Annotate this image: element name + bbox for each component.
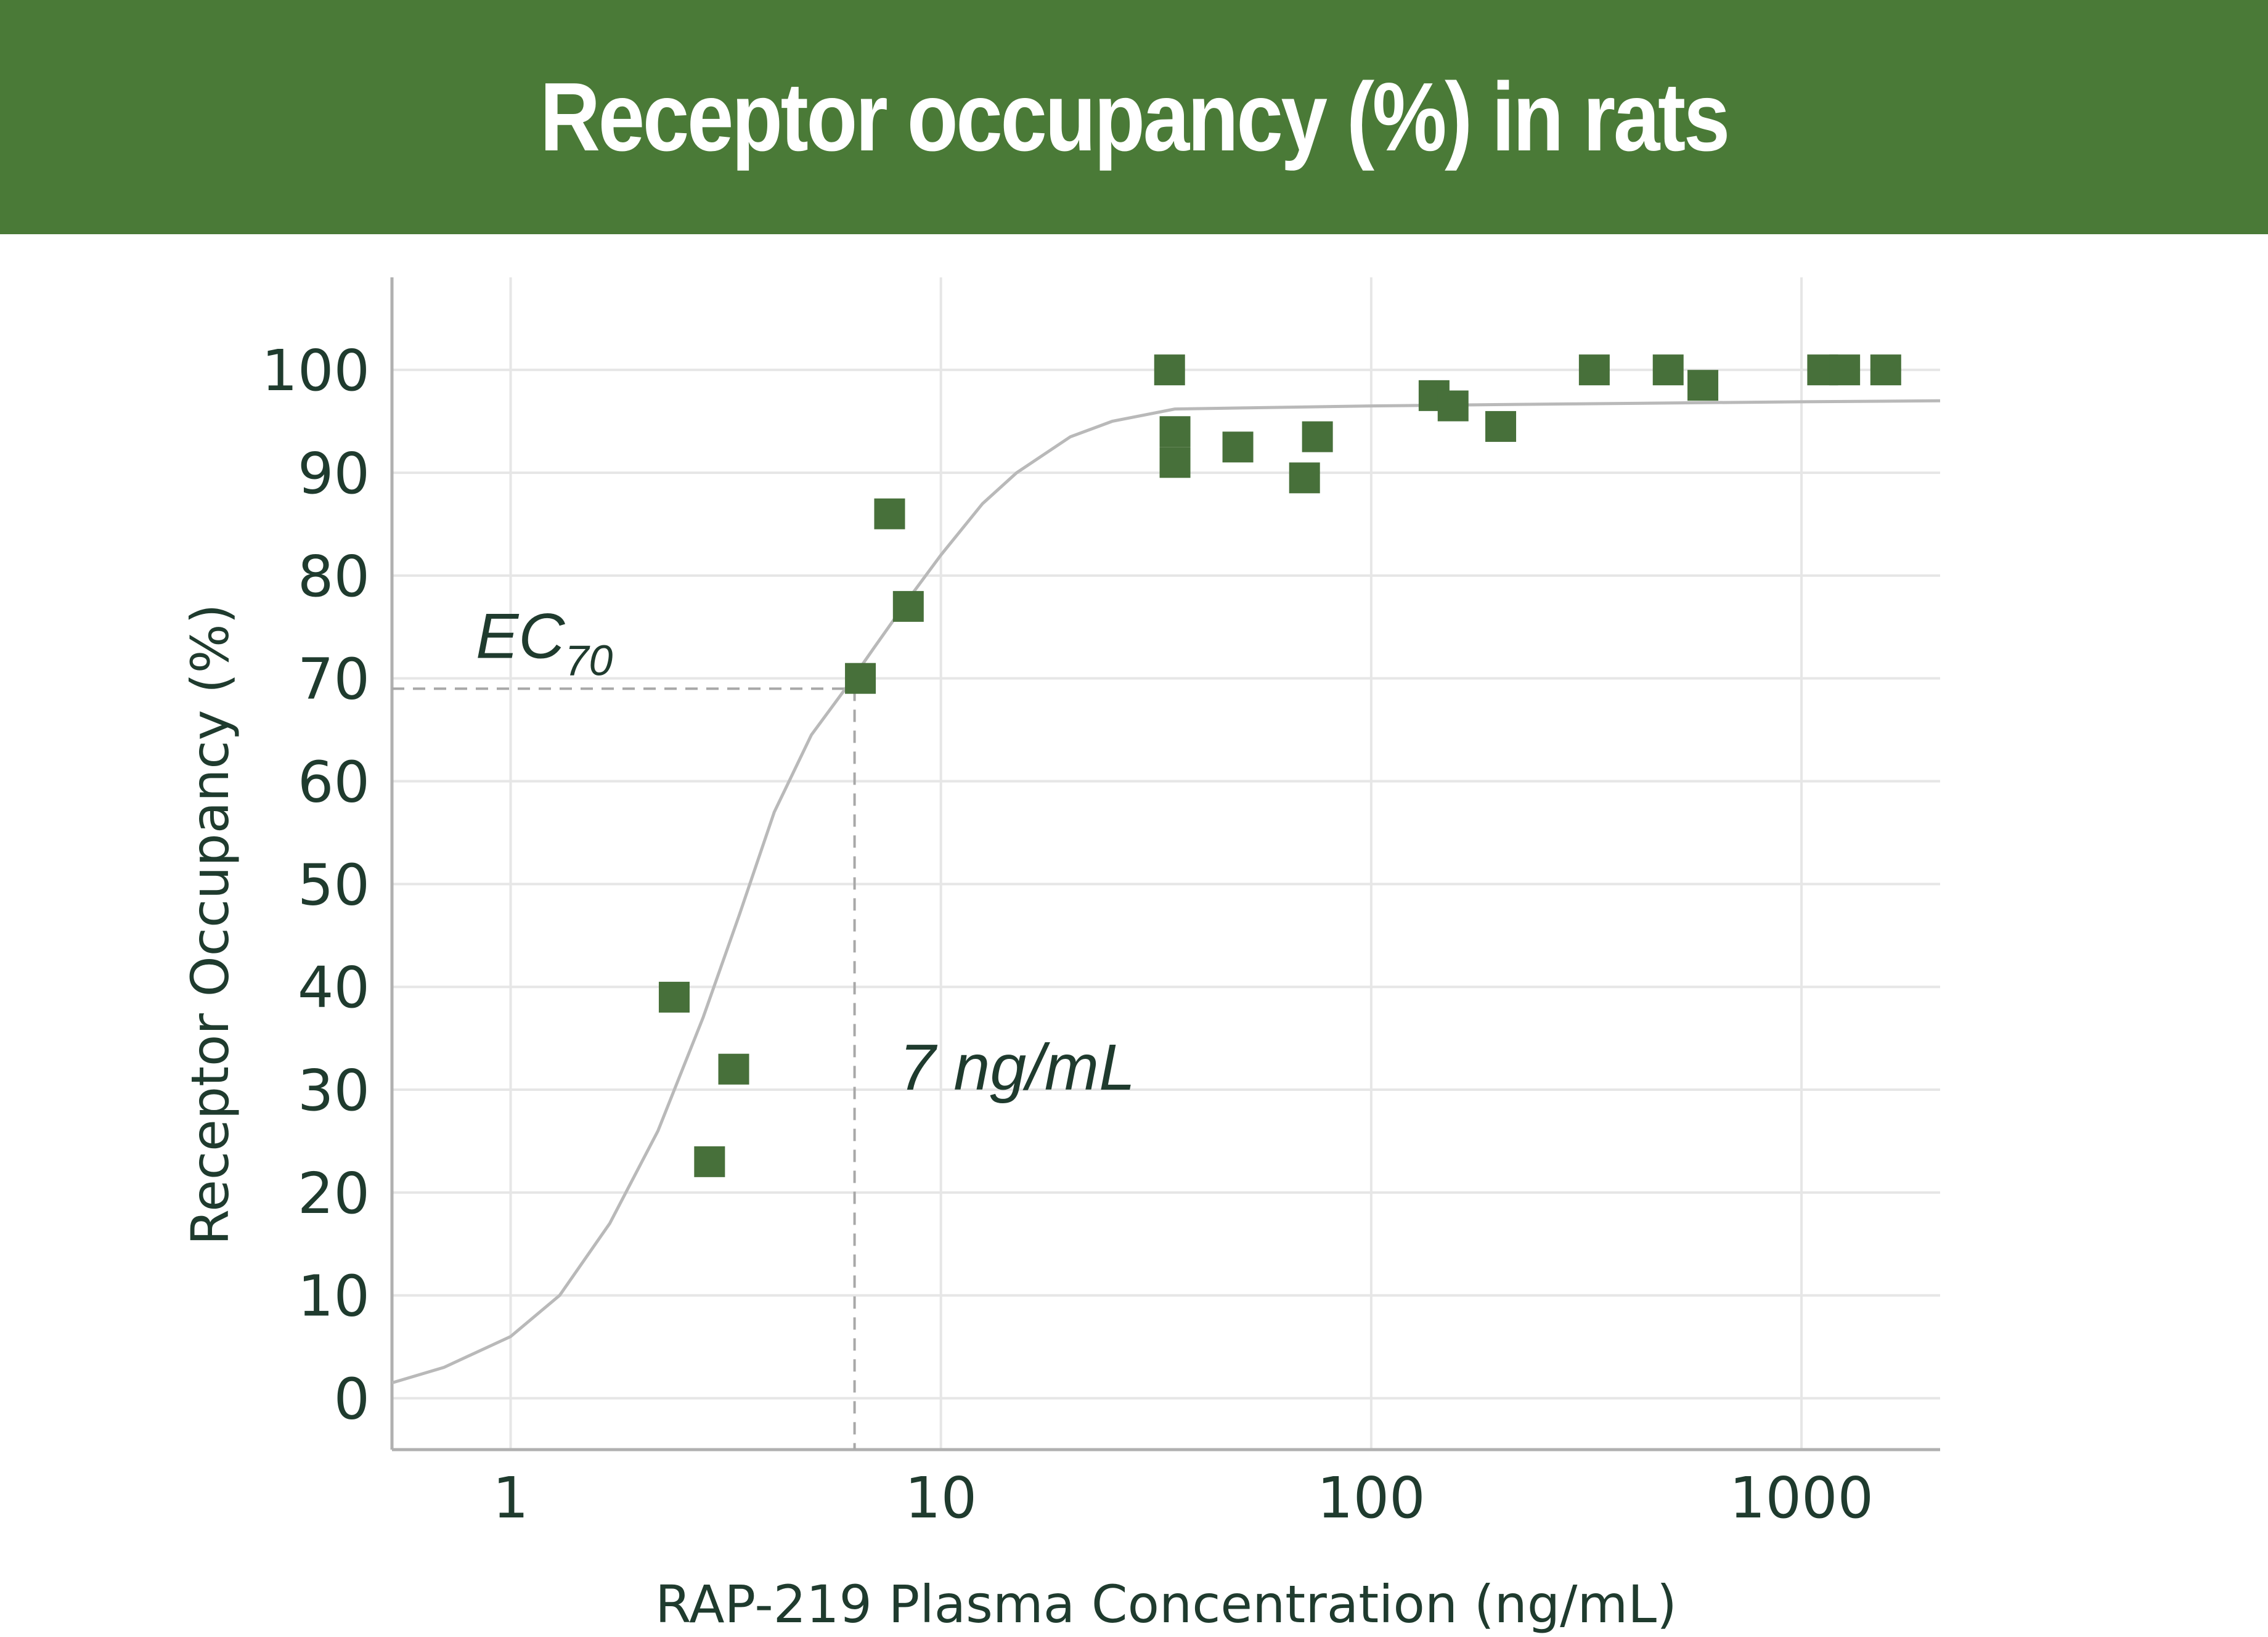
ec70-label: EC70 [476, 600, 613, 684]
fitted-curve [391, 399, 1941, 1384]
x-tick-label: 1000 [1729, 1465, 1874, 1531]
data-point [1687, 370, 1719, 401]
data-point [658, 981, 690, 1013]
y-tick-label: 100 [261, 338, 370, 404]
title-banner: Receptor occupancy (%) in rats [0, 0, 2268, 234]
data-point [694, 1146, 725, 1177]
y-tick-label: 80 [298, 544, 370, 610]
data-point [1159, 447, 1191, 478]
ec70-subscript: 70 [565, 636, 613, 684]
data-point [1652, 354, 1684, 386]
axes [390, 277, 1940, 1451]
x-tick-label: 1 [492, 1465, 529, 1531]
data-point [1289, 462, 1320, 494]
data-point [1302, 421, 1333, 452]
data-point [845, 663, 876, 694]
y-axis-title: Receptor Occupancy (%) [180, 604, 240, 1246]
y-tick-label: 90 [298, 441, 370, 507]
y-tick-label: 70 [298, 647, 370, 712]
data-point [1870, 354, 1901, 386]
data-point [1578, 354, 1610, 386]
annotations: EC70 7 ng/mL [476, 600, 1135, 1104]
data-point [874, 498, 905, 529]
y-tick-label: 40 [298, 955, 370, 1021]
fit-curve-line [391, 399, 1941, 1384]
data-point [718, 1053, 749, 1085]
data-point [1159, 416, 1191, 447]
data-points [658, 354, 1901, 1177]
data-point [1222, 431, 1254, 463]
y-tick-label: 10 [298, 1263, 370, 1329]
y-tick-label: 50 [298, 852, 370, 918]
data-point [1829, 354, 1861, 386]
chart-title: Receptor occupancy (%) in rats [540, 62, 1730, 171]
x-tick-label: 10 [905, 1465, 977, 1531]
data-point [1437, 390, 1469, 422]
ec70-guides [392, 687, 856, 1450]
y-tick-label: 20 [298, 1161, 370, 1227]
y-tick-label: 60 [298, 749, 370, 815]
data-point [1154, 354, 1185, 386]
y-tick-label: 0 [333, 1366, 370, 1432]
ec70-value-label: 7 ng/mL [899, 1031, 1135, 1104]
x-axis-title: RAP-219 Plasma Concentration (ng/mL) [655, 1574, 1677, 1635]
x-tick-label: 100 [1317, 1465, 1426, 1531]
data-point [892, 590, 924, 622]
y-tick-label: 30 [298, 1058, 370, 1124]
data-point [1485, 410, 1517, 442]
